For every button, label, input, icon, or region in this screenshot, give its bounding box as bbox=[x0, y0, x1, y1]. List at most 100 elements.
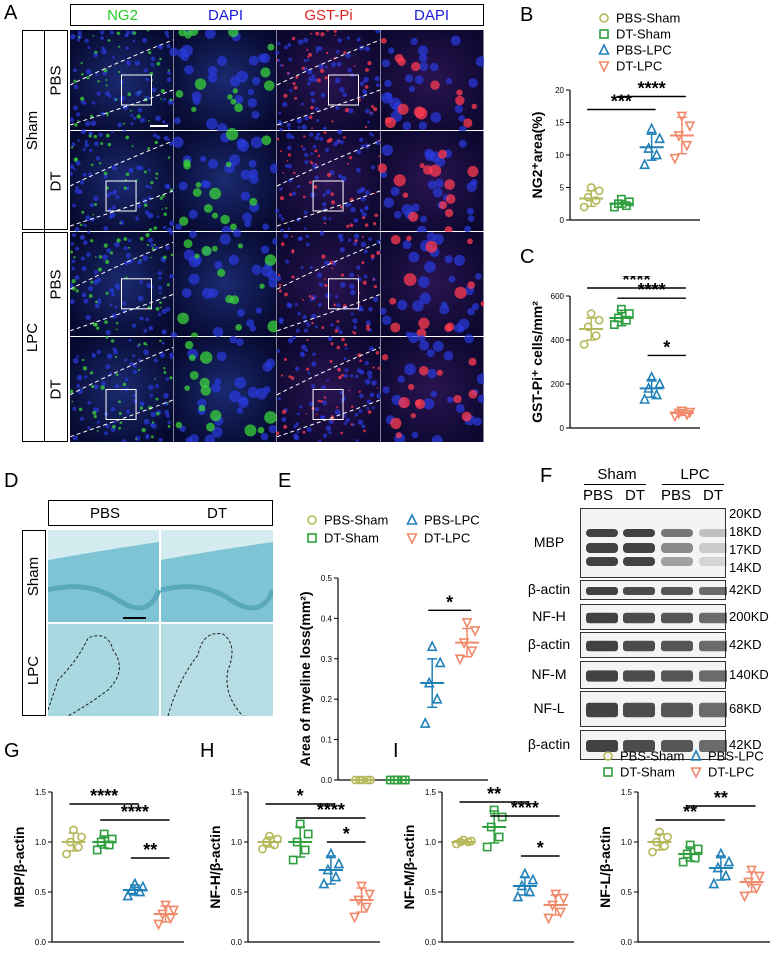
header-dapi-2: DAPI bbox=[413, 6, 449, 24]
data-point bbox=[300, 845, 310, 855]
legend-item: DT-Sham bbox=[307, 531, 379, 546]
y-tick-label: 200 bbox=[551, 380, 565, 389]
data-point bbox=[524, 885, 536, 897]
y-tick-label: 0.5 bbox=[321, 574, 333, 583]
group-box-lpc bbox=[22, 232, 68, 442]
legend-item: PBS-Sham bbox=[307, 513, 388, 528]
data-point bbox=[555, 907, 566, 919]
data-point bbox=[134, 885, 146, 897]
data-point bbox=[434, 656, 446, 668]
data-point bbox=[303, 829, 313, 839]
series-dt-lpc bbox=[669, 406, 696, 423]
data-point bbox=[361, 902, 372, 914]
y-tick-label: 5 bbox=[560, 184, 565, 193]
y-tick-label: 1.0 bbox=[35, 838, 47, 847]
data-point bbox=[676, 111, 688, 123]
panel-label-c: C bbox=[520, 246, 535, 268]
data-point bbox=[591, 331, 601, 340]
significance-label: **** bbox=[317, 800, 345, 820]
y-tick-label: 1.0 bbox=[425, 838, 437, 847]
legend-item: PBS-LPC bbox=[690, 749, 764, 764]
micrograph-tile bbox=[275, 129, 381, 232]
panel-label-b: B bbox=[520, 4, 534, 26]
legend-item: PBS-LPC bbox=[598, 43, 672, 58]
data-point bbox=[168, 905, 179, 917]
row-label-pbs-1: PBS bbox=[47, 64, 65, 96]
data-point bbox=[660, 841, 669, 851]
chart-e: 0.0 0.1 0.2 0.3 0.4 0.5 Area of myeline loss(m… bbox=[297, 574, 488, 785]
series-pbs-sham bbox=[579, 309, 604, 349]
data-point bbox=[746, 865, 757, 877]
series-dt-sham bbox=[385, 775, 410, 785]
y-tick-label: 1.5 bbox=[231, 788, 243, 797]
blot-label: MBP bbox=[533, 534, 565, 550]
blot-group-lpc: LPC bbox=[680, 466, 710, 483]
data-point bbox=[690, 767, 702, 779]
data-point bbox=[307, 515, 317, 525]
svg-text:PBS-Sham: PBS-Sham bbox=[620, 749, 684, 764]
panel-label-i: I bbox=[393, 740, 399, 762]
data-point bbox=[598, 61, 610, 73]
group-box-sham bbox=[22, 30, 68, 230]
series-pbs-sham bbox=[350, 775, 375, 785]
row-label-pbs-2: PBS bbox=[47, 268, 65, 300]
data-point bbox=[720, 869, 732, 881]
series-dt-lpc bbox=[349, 881, 375, 924]
significance-label: **** bbox=[511, 798, 539, 818]
svg-text:DT-LPC: DT-LPC bbox=[616, 59, 662, 74]
blot-row bbox=[580, 691, 727, 727]
y-axis-label: NF-L/β-actin bbox=[597, 826, 613, 908]
group-label-lpc: LPC bbox=[24, 322, 42, 352]
legend-item: PBS-Sham bbox=[599, 11, 680, 26]
y-tick-label: 600 bbox=[551, 292, 565, 301]
y-tick-label: 0.5 bbox=[35, 888, 47, 897]
header-ng2: NG2 bbox=[107, 6, 138, 24]
data-point bbox=[512, 890, 524, 902]
data-point bbox=[599, 29, 609, 39]
micrograph-tile bbox=[379, 232, 484, 339]
data-point bbox=[494, 832, 504, 842]
lane-2: DT bbox=[625, 487, 645, 504]
data-point bbox=[77, 832, 86, 842]
data-point bbox=[598, 43, 610, 55]
chart-h: 0.00.51.01.5NF-H/β-actin****** bbox=[207, 786, 380, 947]
significance-label: * bbox=[343, 824, 350, 844]
series-pbs-sham bbox=[61, 825, 86, 859]
data-point bbox=[74, 842, 83, 852]
blot-kd: 200KD bbox=[729, 609, 769, 624]
blot-kd: 42KD bbox=[729, 737, 762, 752]
significance-label: **** bbox=[622, 276, 650, 290]
y-tick-label: 0.2 bbox=[321, 695, 333, 704]
chart-i: 0.00.51.01.5NF-M/β-actin******* bbox=[401, 784, 574, 947]
y-tick-label: 0.0 bbox=[621, 938, 633, 947]
significance-label: ** bbox=[683, 802, 697, 822]
data-point bbox=[651, 148, 663, 160]
data-point bbox=[690, 749, 702, 761]
lane-3: PBS bbox=[660, 487, 691, 504]
blot-kd: 20KD bbox=[729, 506, 762, 521]
blot-label: β-actin bbox=[527, 581, 571, 597]
data-point bbox=[497, 812, 507, 822]
micrograph-tile bbox=[380, 332, 484, 442]
series-pbs-sham bbox=[579, 183, 604, 212]
series-pbs-lpc bbox=[318, 847, 345, 889]
micrograph-tile bbox=[380, 30, 484, 134]
data-point bbox=[678, 857, 688, 867]
micrograph-tile bbox=[173, 335, 277, 442]
panel-label-f: F bbox=[540, 465, 553, 487]
y-tick-label: 15 bbox=[555, 119, 564, 128]
data-point bbox=[356, 881, 367, 893]
panel-label-e: E bbox=[278, 470, 292, 492]
svg-text:PBS-LPC: PBS-LPC bbox=[424, 513, 480, 528]
y-tick-label: 20 bbox=[555, 86, 564, 95]
series-dt-sham bbox=[288, 819, 313, 865]
legend-item: DT-LPC bbox=[690, 765, 754, 780]
row-d-sham: Sham bbox=[25, 556, 43, 596]
data-point bbox=[62, 849, 71, 859]
header-gst-pi: GST-Pi bbox=[304, 6, 353, 24]
